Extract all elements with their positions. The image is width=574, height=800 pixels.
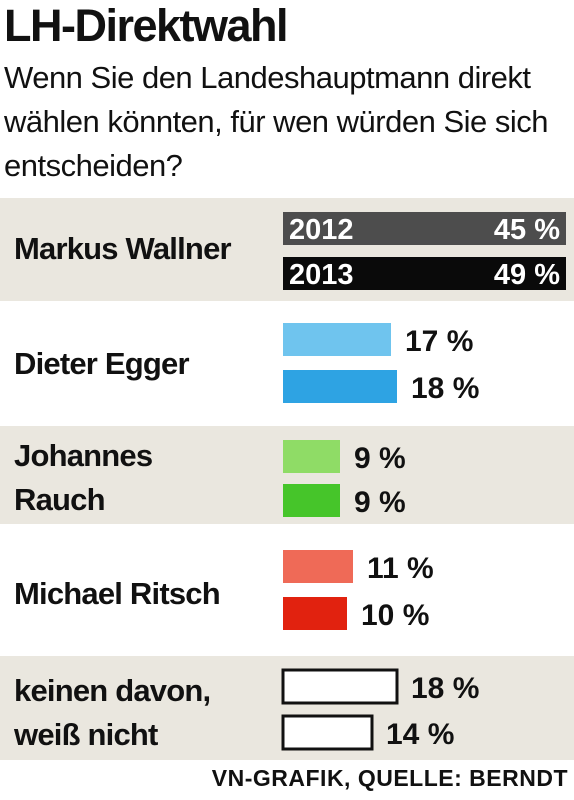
candidate-name-egger: Dieter Egger bbox=[14, 346, 190, 381]
bar-0-2012 bbox=[283, 212, 566, 245]
bar-0-2013 bbox=[283, 257, 566, 290]
candidate-name-rauch-line1: Johannes bbox=[14, 438, 153, 473]
bar-1-2013 bbox=[283, 370, 397, 403]
bar-value-label: 45 % bbox=[494, 214, 560, 246]
bar-4-2013 bbox=[281, 714, 374, 751]
bar-value-label: 9 % bbox=[354, 442, 406, 475]
bar-value-label: 14 % bbox=[386, 718, 454, 751]
option-none-line2: weiß nicht bbox=[14, 717, 158, 752]
bar-4-2012 bbox=[281, 668, 399, 705]
candidate-name-ritsch: Michael Ritsch bbox=[14, 576, 221, 611]
bar-year-label: 2012 bbox=[289, 214, 354, 246]
bar-2-2012 bbox=[283, 440, 340, 473]
bar-value-label: 10 % bbox=[361, 599, 429, 632]
bar-3-2013 bbox=[283, 597, 347, 630]
candidate-name-rauch-line2: Rauch bbox=[14, 482, 106, 517]
chart-title: LH-Direktwahl bbox=[4, 0, 289, 51]
option-none-line1: keinen davon, bbox=[14, 673, 211, 708]
candidate-name-wallner: Markus Wallner bbox=[14, 231, 232, 266]
bar-value-label: 11 % bbox=[367, 552, 434, 585]
bar-value-label: 49 % bbox=[494, 259, 560, 291]
bar-year-label: 2013 bbox=[289, 259, 354, 291]
bar-value-label: 17 % bbox=[405, 325, 473, 358]
bar-value-label: 9 % bbox=[354, 486, 406, 519]
source-credit: VN-GRAFIK, QUELLE: BERNDT bbox=[211, 765, 568, 791]
bar-1-2012 bbox=[283, 323, 391, 356]
bar-2-2013 bbox=[283, 484, 340, 517]
chart-subtitle: Wenn Sie den Landeshauptmann direkt wähl… bbox=[4, 60, 549, 183]
bar-value-label: 18 % bbox=[411, 372, 479, 405]
bar-value-label: 18 % bbox=[411, 672, 479, 705]
bar-3-2012 bbox=[283, 550, 353, 583]
